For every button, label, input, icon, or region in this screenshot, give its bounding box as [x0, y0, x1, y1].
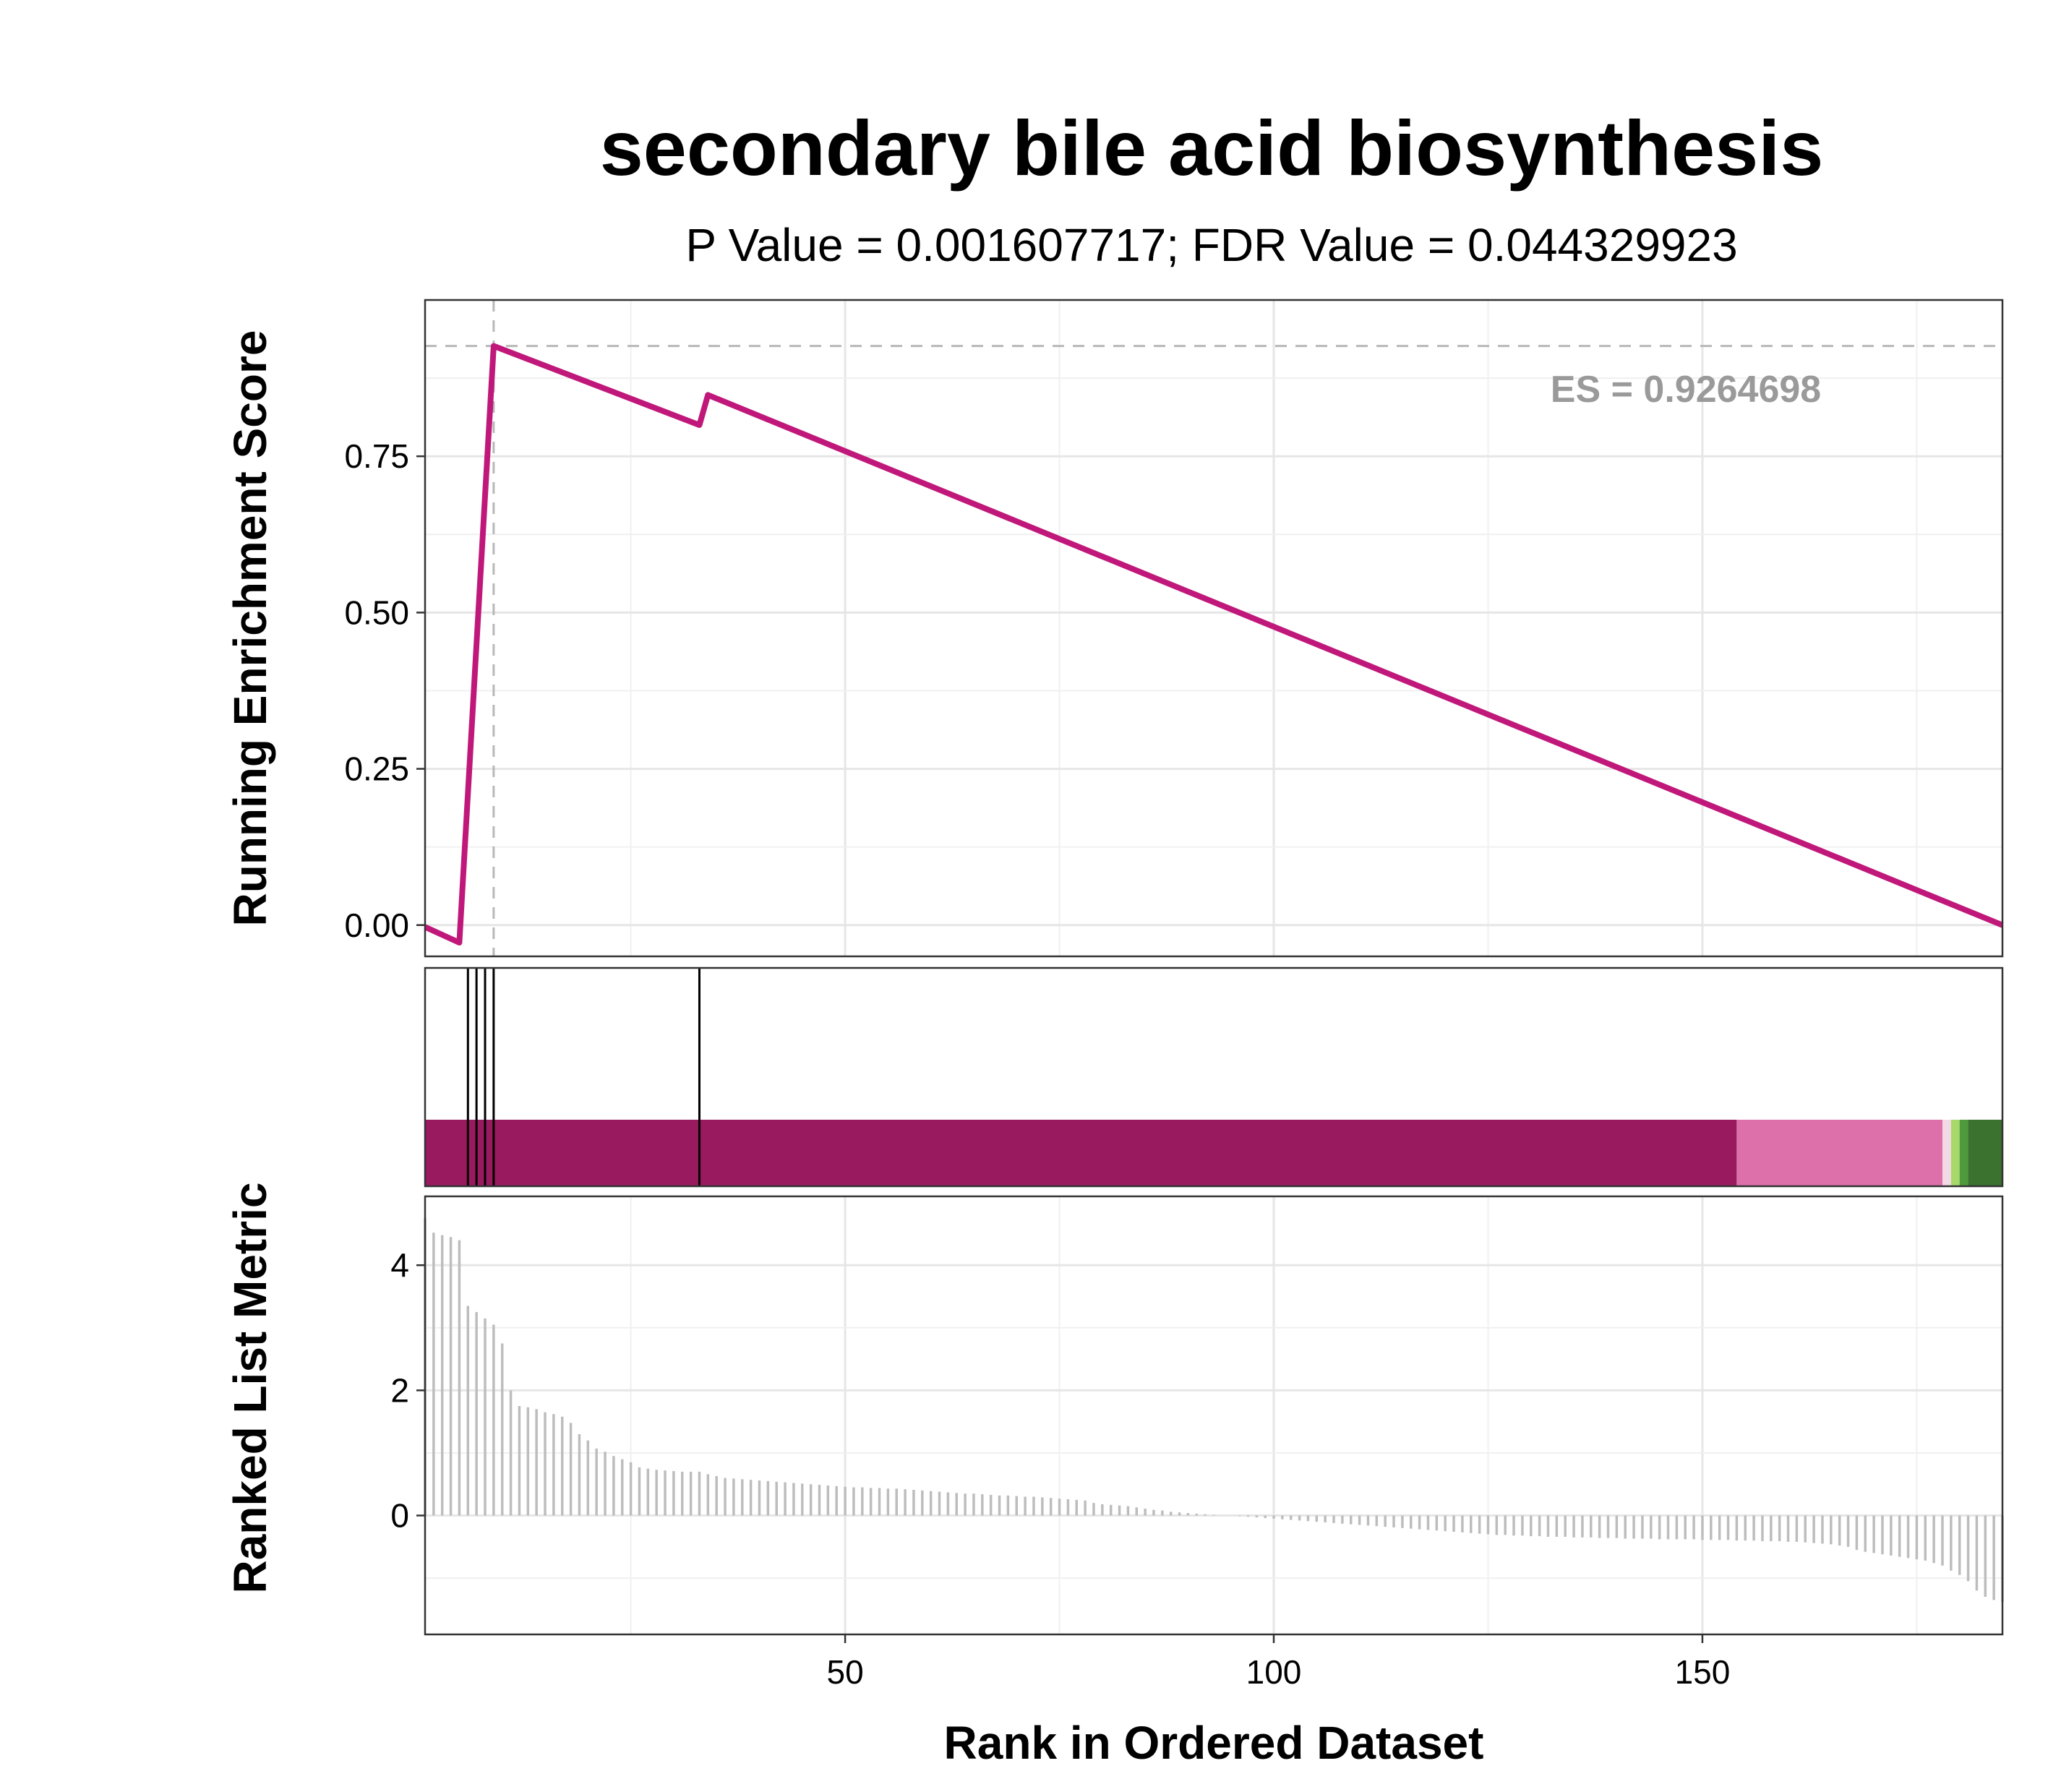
x-tick-label: 150	[1675, 1653, 1731, 1691]
rank-color-bar	[425, 1120, 2002, 1186]
ranked-metric-panel-border	[424, 1195, 2004, 1636]
color-band	[1736, 1120, 1942, 1186]
running-score-line	[424, 343, 2004, 946]
running-score-panel: ES = 0.9264698 0.00 0.25 0.50 0.75 Running …	[224, 299, 2004, 958]
es-label: ES = 0.9264698	[1551, 369, 1821, 411]
ranked-metric-panel: 0 2 4 50 100 150 Ranked List Metric	[224, 1182, 2004, 1691]
color-band	[425, 1120, 1737, 1186]
hits-panel	[424, 966, 2004, 1188]
ranked-metric-y-ticks: 0 2 4	[390, 1246, 425, 1535]
gene-hit-marks	[466, 968, 700, 1186]
y-tick-label: 0	[390, 1497, 409, 1535]
color-band	[1942, 1120, 1951, 1186]
chart-title: secondary bile acid biosynthesis	[600, 104, 1824, 192]
x-axis-ticks: 50 100 150	[826, 1634, 1730, 1691]
y-tick-label: 4	[390, 1246, 409, 1284]
running-score-panel-border	[424, 299, 2004, 958]
y-tick-label: 0.00	[344, 906, 409, 944]
x-tick-label: 100	[1246, 1653, 1302, 1691]
running-score-y-label: Running Enrichment Score	[224, 330, 276, 927]
running-score-gridlines	[425, 300, 2002, 956]
ranked-metric-bars	[424, 1218, 2004, 1602]
y-tick-label: 0.25	[344, 750, 409, 788]
chart-subtitle: P Value = 0.001607717; FDR Value = 0.044…	[685, 219, 1737, 271]
running-score-guides	[425, 300, 2002, 956]
running-score-y-ticks: 0.00 0.25 0.50 0.75	[344, 437, 425, 944]
ranked-metric-panel-background	[425, 1196, 2002, 1634]
color-band	[1968, 1120, 2002, 1186]
y-tick-label: 2	[390, 1371, 409, 1409]
hits-panel-border	[424, 966, 2004, 1188]
color-band	[1950, 1120, 1960, 1186]
x-tick-label: 50	[826, 1653, 863, 1691]
color-band	[1959, 1120, 1968, 1186]
x-axis-label: Rank in Ordered Dataset	[944, 1717, 1484, 1769]
y-tick-label: 0.75	[344, 437, 409, 475]
y-tick-label: 0.50	[344, 593, 409, 631]
ranked-metric-y-label: Ranked List Metric	[224, 1182, 276, 1593]
